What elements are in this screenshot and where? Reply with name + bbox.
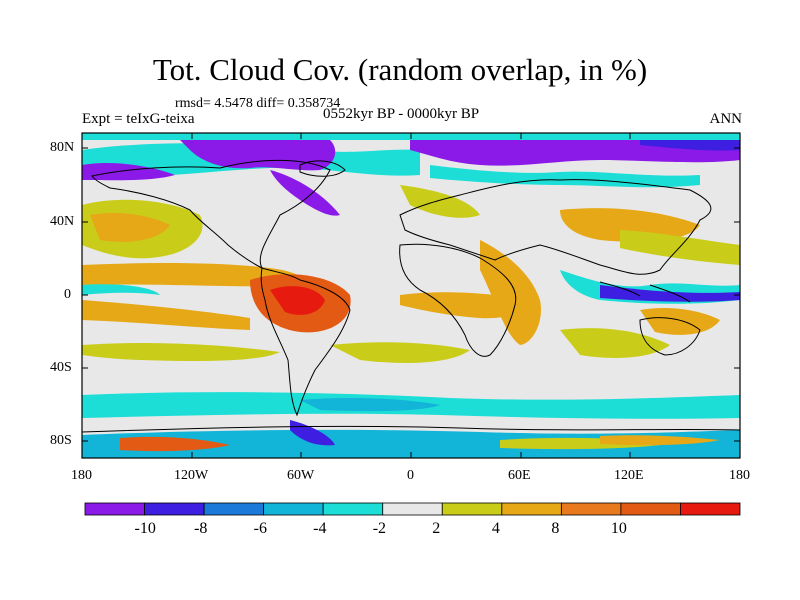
cloud-cover-anomaly-field: [82, 133, 740, 458]
lat-tick-label: 80N: [50, 140, 75, 155]
colorbar-swatch: [620, 502, 681, 516]
lon-tick-label: 120W: [174, 468, 209, 483]
lon-tick-label: 180: [729, 468, 750, 483]
coastlines: [82, 159, 740, 433]
colorbar-tick-label: -2: [372, 520, 387, 537]
lon-tick-label: 180: [71, 468, 92, 483]
colorbar-tick-label: 10: [610, 520, 627, 537]
colorbar-tick-label: 4: [491, 520, 500, 537]
colorbar-swatch: [441, 502, 503, 516]
lon-tick-label: 60E: [508, 468, 531, 483]
colorbar: [84, 502, 741, 516]
stats-label: rmsd= 4.5478 diff= 0.358734: [175, 96, 341, 111]
experiment-label: Expt = teIxG-teixa: [82, 111, 195, 127]
colorbar-swatch: [501, 502, 562, 516]
colorbar-tick-label: 2: [432, 520, 441, 537]
lat-tick-label: 40S: [50, 360, 72, 375]
colorbar-tick-label: -4: [313, 520, 327, 537]
colorbar-swatch: [322, 502, 384, 516]
colorbar-swatch: [203, 502, 265, 516]
colorbar-tick-label: -10: [134, 520, 156, 537]
lat-tick-label: 80S: [50, 433, 72, 448]
lat-tick-label: 40N: [50, 214, 75, 229]
colorbar-swatch: [263, 502, 324, 516]
map-title: Tot. Cloud Cov. (random overlap, in %): [152, 52, 648, 87]
colorbar-swatch: [144, 502, 205, 516]
colorbar-swatch: [680, 502, 741, 516]
season-label: ANN: [709, 111, 743, 127]
lon-tick-label: 120E: [614, 468, 644, 483]
lon-tick-label: 0: [407, 468, 414, 483]
colorbar-tick-label: 8: [551, 520, 560, 537]
colorbar-swatch: [382, 502, 443, 516]
period-label: 0552kyr BP - 0000kyr BP: [323, 106, 480, 122]
lon-tick-label: 60W: [287, 468, 315, 483]
colorbar-tick-label: -6: [253, 520, 267, 537]
axis-ticks: [82, 133, 740, 458]
colorbar-swatch: [84, 502, 145, 516]
colorbar-tick-label: -8: [194, 520, 208, 537]
lat-tick-label: 0: [64, 287, 71, 302]
colorbar-swatch: [560, 502, 622, 516]
